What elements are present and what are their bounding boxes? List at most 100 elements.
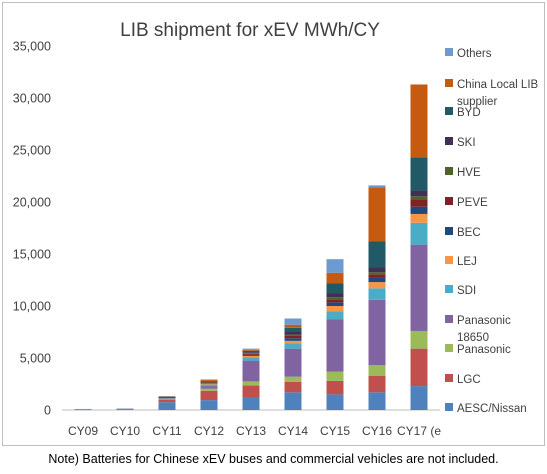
legend-label: SDI [457, 285, 476, 297]
bar-segment [200, 388, 218, 391]
bar-segment [410, 84, 428, 158]
y-tick-label: 5,000 [20, 352, 51, 366]
legend-label: AESC/Nissan [457, 403, 527, 415]
bar-segment [410, 386, 428, 410]
legend-swatch [445, 403, 453, 411]
x-tick-label: CY17 (e [397, 424, 441, 438]
x-tick-label: CY15 [320, 424, 350, 438]
bar-segment [284, 332, 302, 335]
bar-segment [284, 327, 302, 332]
bar-segment [200, 383, 218, 385]
bar-segment [200, 390, 218, 401]
bar-segment [242, 352, 260, 354]
y-tick-label: 25,000 [13, 144, 51, 158]
legend-swatch [445, 315, 453, 323]
bar-segment [242, 349, 260, 351]
bar-segment [242, 357, 260, 361]
legend-label: Others [457, 48, 492, 60]
bar-segment [410, 196, 428, 200]
bar-segment [368, 241, 386, 268]
x-tick-label: CY09 [68, 424, 98, 438]
y-axis: 0 5,000 10,000 15,000 20,000 25,000 30,000 35,0… [13, 40, 51, 418]
legend-label: LEJ [457, 256, 477, 268]
legend-swatch [445, 256, 453, 264]
bar-segment [200, 386, 218, 389]
bar-segment [284, 376, 302, 382]
bars [74, 84, 428, 411]
chart-title: LIB shipment for xEV MWh/CY [120, 20, 380, 41]
bar-segment [158, 396, 176, 397]
bar-segment [410, 157, 428, 191]
y-tick-label: 20,000 [13, 196, 51, 210]
y-tick-label: 10,000 [13, 300, 51, 314]
bar-segment [200, 384, 218, 387]
legend-label: HVE [457, 167, 481, 179]
stacked-bar-chart: LIB shipment for xEV MWh/CY 0 5,000 10,000… [13, 20, 539, 438]
y-tick-label: 15,000 [13, 248, 51, 262]
bar-segment [284, 334, 302, 336]
bar-segment [242, 350, 260, 353]
bar-segment [326, 272, 344, 284]
legend-swatch [445, 374, 453, 382]
y-tick-label: 0 [44, 404, 51, 418]
legend-swatch [445, 107, 453, 115]
x-tick-label: CY16 [362, 424, 392, 438]
legend-label: BYD [457, 107, 481, 119]
x-axis: CY09 CY10 CY11 CY12 CY13 CY14 CY15 CY16 CY17 (e [62, 409, 441, 438]
x-tick-label: CY11 [152, 424, 181, 438]
bar-segment [200, 379, 218, 381]
bar-segment [368, 282, 386, 289]
bar-segment [242, 385, 260, 397]
legend-label: LGC [457, 374, 481, 386]
bar-segment [410, 206, 428, 214]
bar-segment [368, 392, 386, 410]
legend-label: Panasonic [457, 344, 511, 356]
bar-segment [368, 185, 386, 188]
x-tick-label: CY12 [194, 424, 224, 438]
bar-segment [326, 293, 344, 298]
bar-segment [284, 343, 302, 349]
bar-segment [200, 381, 218, 383]
bar-segment [284, 338, 302, 341]
legend-swatch [445, 227, 453, 235]
bar-segment [158, 399, 176, 403]
legend-label: PEVE [457, 197, 488, 209]
bar-segment [242, 355, 260, 358]
bar-segment [368, 277, 386, 283]
bar-segment [200, 400, 218, 410]
x-tick-label: CY13 [236, 424, 266, 438]
bar-segment [284, 392, 302, 410]
bar-segment [368, 274, 386, 278]
bar-segment [368, 267, 386, 273]
x-tick-label: CY10 [110, 424, 140, 438]
legend-swatch [445, 344, 453, 352]
legend-label: BEC [457, 227, 481, 239]
legend-swatch [445, 48, 453, 56]
bar-segment [326, 302, 344, 306]
bar-segment [284, 340, 302, 344]
bar-segment [242, 397, 260, 410]
bar-segment [368, 288, 386, 300]
bar-segment [410, 348, 428, 387]
bar-segment [116, 409, 134, 410]
bar-segment [158, 399, 176, 400]
bar-segment [242, 381, 260, 386]
bar-segment [158, 398, 176, 400]
bar-segment [326, 371, 344, 381]
bar-segment [368, 299, 386, 366]
bar-segment [326, 299, 344, 303]
bar-segment [158, 402, 176, 410]
bar-segment [326, 297, 344, 300]
bar-segment [368, 187, 386, 242]
footnote: Note) Batteries for Chinese xEV buses an… [48, 452, 499, 466]
bar-segment [242, 354, 260, 356]
bar-segment [200, 382, 218, 383]
bar-segment [410, 199, 428, 207]
bar-segment [284, 348, 302, 377]
legend-swatch [445, 285, 453, 293]
chart-frame [2, 2, 545, 446]
legend-swatch [445, 79, 453, 87]
bar-segment [410, 244, 428, 331]
bar-segment [242, 353, 260, 354]
